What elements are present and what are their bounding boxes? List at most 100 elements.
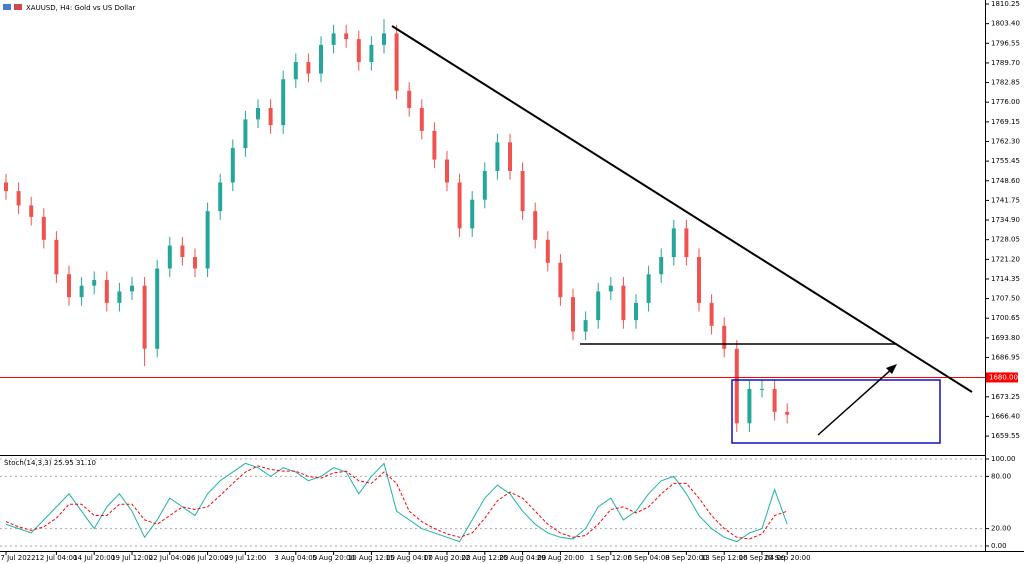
- x-tick-label: 6 Sep 04:00: [627, 554, 669, 562]
- chart-title: XAUUSD, H4: Gold vs US Dollar: [26, 4, 135, 12]
- candle-body: [785, 411, 790, 415]
- y-tick-label: 1803.40: [991, 20, 1020, 28]
- candle-body: [29, 205, 34, 217]
- candle-body: [583, 320, 588, 332]
- y-tick-label: 1700.65: [991, 314, 1020, 322]
- candle-body: [104, 279, 109, 303]
- candle-body: [697, 257, 701, 303]
- candle-body: [734, 348, 739, 424]
- y-tick-label: 1789.70: [991, 59, 1020, 67]
- candle-body: [772, 388, 777, 412]
- candle-body: [344, 33, 349, 40]
- candle-body: [382, 33, 386, 45]
- candle-body: [54, 239, 59, 275]
- x-tick-label: 13 Sep 12:00: [701, 554, 748, 562]
- x-tick-label: 10 Aug 12:00: [348, 554, 395, 562]
- x-tick-label: 1 Sep 12:00: [590, 554, 632, 562]
- y-tick-label: 1769.15: [991, 118, 1020, 126]
- drawings: [391, 25, 973, 444]
- candle-body: [256, 107, 260, 120]
- y-tick-label: 1693.80: [991, 334, 1020, 342]
- symbol-icon: [3, 4, 11, 10]
- y-tick-label: 1714.35: [991, 275, 1020, 283]
- y-tick-label: 20.00: [991, 525, 1011, 533]
- y-tick-label: 1734.90: [991, 216, 1020, 224]
- candle-body: [545, 239, 550, 263]
- stoch-line: [5, 462, 788, 543]
- x-tick-label: 15 Aug 04:00: [386, 554, 433, 562]
- y-tick-label: 1686.95: [991, 354, 1020, 362]
- x-tick-label: 29 Jul 12:00: [224, 554, 266, 562]
- candle-body: [293, 62, 298, 80]
- y-tick-label: 1659.55: [991, 432, 1020, 440]
- candle-body: [92, 279, 97, 286]
- candle-body: [760, 388, 764, 390]
- candle-body: [117, 291, 122, 303]
- arrow-head: [886, 364, 897, 374]
- x-tick-label: 19 Jul 12:00: [111, 554, 153, 562]
- candle-body: [495, 142, 500, 172]
- candle-body: [722, 325, 727, 349]
- x-tick-label: 22 Aug 12:00: [461, 554, 508, 562]
- candle-body: [331, 33, 336, 45]
- candle-body: [205, 211, 210, 269]
- x-tick-label: 3 Aug 04:00: [274, 554, 317, 562]
- y-tick-label: 1741.75: [991, 196, 1020, 204]
- candle-body: [369, 44, 374, 63]
- candle-body: [457, 182, 462, 229]
- y-tick-label: 1782.85: [991, 79, 1020, 87]
- candle-body: [230, 148, 235, 183]
- candle-body: [445, 159, 449, 183]
- candle-body: [319, 44, 323, 74]
- y-tick-label: 1728.05: [991, 236, 1020, 244]
- candle-body: [306, 62, 311, 74]
- candle-body: [79, 285, 84, 298]
- candle-body: [130, 285, 134, 292]
- x-tick-label: 7 Jul 2022: [0, 554, 35, 562]
- candle-body: [671, 228, 676, 258]
- candle-body: [243, 119, 248, 149]
- candle-body: [67, 274, 71, 298]
- price-level-label: 1680.00: [989, 373, 1018, 381]
- candle-body: [621, 285, 626, 321]
- candle-body: [41, 216, 46, 240]
- y-tick-label: 1707.50: [991, 295, 1020, 303]
- candle-body: [482, 171, 487, 200]
- candle-body: [155, 268, 160, 349]
- range-box: [731, 379, 941, 444]
- x-tick-label: 16 Sep 04:00: [739, 554, 786, 562]
- candle-body: [419, 107, 424, 131]
- candle-body: [508, 142, 512, 172]
- indicator-title: Stoch(14,3,3) 25.95 31.10: [4, 459, 96, 467]
- candle-body: [407, 90, 412, 108]
- x-tick-label: 25 Aug 04:00: [499, 554, 546, 562]
- x-tick-label: 22 Jul 04:00: [149, 554, 191, 562]
- candle-body: [608, 285, 613, 292]
- candle-body: [659, 257, 664, 275]
- stoch-line: [5, 465, 788, 540]
- y-tick-label: 1810.25: [991, 0, 1020, 8]
- y-tick-label: 1762.30: [991, 137, 1020, 145]
- y-tick-label: 1666.40: [991, 412, 1020, 420]
- arrow: [817, 367, 894, 436]
- x-tick-label: 12 Jul 04:00: [35, 554, 77, 562]
- y-tick-label: 1748.60: [991, 177, 1020, 185]
- x-tick-label: 26 Jul 20:00: [187, 554, 229, 562]
- candle-body: [646, 274, 651, 303]
- y-tick-label: 80.00: [991, 472, 1011, 480]
- candle-body: [394, 33, 399, 91]
- candle-body: [432, 130, 437, 160]
- x-tick-label: 20 Sep 20:00: [764, 554, 811, 562]
- candle-body: [180, 245, 185, 258]
- y-tick-label: 1673.25: [991, 393, 1020, 401]
- candle-body: [684, 228, 689, 258]
- candle-body: [747, 388, 752, 424]
- candle-body: [596, 291, 601, 321]
- candle-body: [571, 297, 575, 332]
- candle-body: [470, 199, 475, 229]
- candle-body: [167, 245, 172, 269]
- candle-body: [356, 39, 361, 63]
- y-tick-label: 1755.45: [991, 157, 1020, 165]
